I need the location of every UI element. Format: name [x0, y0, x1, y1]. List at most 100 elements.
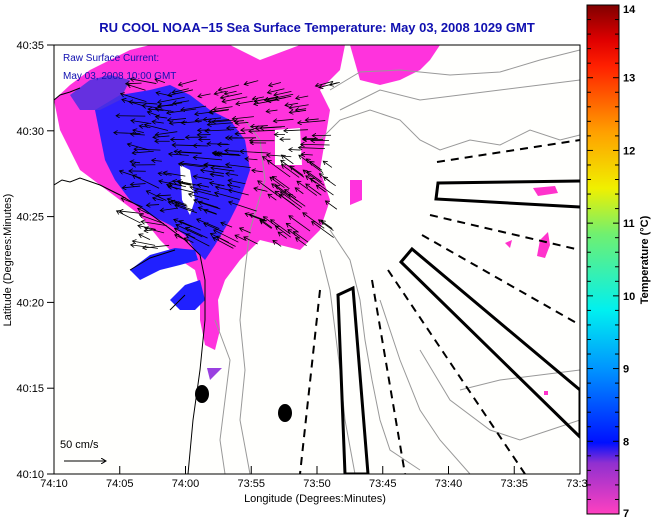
current-vector-arrow	[271, 220, 291, 235]
x-tick-label: 73:45	[369, 478, 397, 490]
y-axis: 40:10 40:15 40:20 40:25 40:30 40:35	[16, 40, 54, 481]
current-vector-arrow	[129, 102, 158, 104]
map-layers	[54, 45, 580, 474]
current-vector-arrow	[179, 221, 201, 231]
current-vector-arrow	[289, 216, 311, 232]
colorbar	[586, 4, 620, 515]
current-vector-arrow	[267, 155, 292, 157]
x-tick-label: 73:55	[237, 478, 265, 490]
lease-areas	[299, 139, 580, 474]
sst-offshore-patch-1	[533, 186, 558, 196]
current-vector-arrow	[235, 122, 249, 123]
current-vector-arrow	[240, 228, 251, 234]
current-vector-arrow	[254, 188, 268, 192]
current-vector-arrow	[213, 238, 234, 249]
current-vector-arrow	[170, 122, 187, 123]
current-vector-arrow	[189, 194, 210, 201]
current-vector-arrow	[266, 110, 278, 112]
current-vector-arrow	[289, 104, 309, 108]
colorbar-tick-label: 9	[623, 364, 629, 376]
current-vector-arrow	[241, 130, 254, 131]
current-vector-arrow	[171, 201, 187, 207]
current-vector-arrow	[146, 191, 167, 201]
colorbar-tick-label: 12	[623, 145, 635, 157]
lease-box-narrow	[336, 285, 370, 474]
current-vector-arrow	[163, 173, 186, 177]
y-tick-label: 40:35	[16, 40, 44, 52]
current-vector-arrow	[158, 105, 174, 106]
current-vector-arrow	[147, 112, 160, 117]
current-vector-arrow	[132, 151, 154, 153]
current-vector-arrow	[145, 228, 165, 234]
current-vector-arrow	[312, 222, 334, 238]
current-vector-arrow	[127, 84, 146, 91]
current-vector-arrow	[310, 162, 323, 171]
current-vector-arrow	[114, 133, 141, 134]
current-vector-arrow	[146, 205, 160, 206]
current-vector-arrow	[174, 151, 203, 153]
current-vector-arrow	[321, 221, 333, 229]
current-vector-arrow	[274, 90, 292, 95]
dashed-line-1	[436, 139, 580, 163]
current-vector-arrow	[175, 235, 189, 242]
current-vector-arrow	[303, 170, 325, 186]
current-vector-arrow	[270, 177, 285, 189]
current-vector-arrow	[181, 121, 202, 123]
current-vector-arrow	[214, 230, 239, 243]
current-vector-arrow	[214, 91, 227, 94]
current-vector-arrow	[204, 223, 224, 233]
current-vector-arrow	[204, 210, 217, 215]
current-vector-arrow	[299, 148, 325, 149]
sst-warm-region-north	[350, 45, 440, 85]
current-vector-arrow	[121, 94, 147, 103]
colorbar-tick-label: 7	[623, 508, 629, 519]
current-vector-arrow	[133, 175, 160, 189]
y-tick-label: 40:10	[16, 469, 44, 481]
current-vector-arrow	[210, 174, 224, 176]
current-vector-arrow	[216, 187, 236, 192]
x-tick-label: 73:35	[500, 478, 528, 490]
current-vector-arrow	[296, 238, 307, 247]
current-vector-arrow	[295, 188, 304, 195]
x-tick-label: 73:40	[435, 478, 463, 490]
sst-cold-bay-south	[170, 280, 205, 310]
sst-patch-triangle	[207, 368, 222, 380]
current-vector-arrow	[157, 195, 171, 196]
current-vector-arrow	[297, 181, 318, 196]
current-vector-arrow	[194, 200, 219, 208]
current-vector-arrow	[201, 170, 224, 174]
current-vector-arrow	[298, 120, 326, 123]
current-vector-arrow	[167, 199, 187, 205]
current-vector-arrow	[186, 228, 208, 239]
current-vector-arrow	[131, 134, 145, 135]
current-vector-arrow	[120, 171, 142, 179]
current-vector-arrow	[284, 130, 308, 131]
current-vector-arrow	[203, 118, 222, 120]
sst-cold-region-north	[70, 75, 130, 110]
colorbar-tick-label: 11	[623, 218, 635, 230]
current-vector-arrow	[252, 170, 263, 172]
current-vector-arrow	[272, 184, 290, 198]
current-vector-arrow	[197, 185, 210, 187]
current-vector-arrow	[281, 155, 294, 165]
colorbar-ticks: 7 8 9 10 11 12 13 14	[587, 4, 636, 519]
current-vector-arrow	[152, 121, 164, 123]
current-vector-arrow	[310, 178, 334, 196]
current-vector-arrow	[289, 150, 301, 151]
current-vector-arrow	[293, 232, 309, 243]
current-vector-arrow	[153, 136, 170, 137]
current-vector-arrow	[184, 238, 194, 243]
colorbar-tick-label: 14	[623, 4, 636, 16]
current-vector-arrow	[130, 79, 157, 84]
current-vector-arrow	[286, 223, 299, 233]
current-vector-arrow	[305, 119, 319, 120]
current-vector-arrow	[175, 205, 198, 214]
dashed-line-5	[371, 279, 406, 474]
dashed-line-3	[421, 234, 580, 326]
current-vector-arrow	[213, 106, 233, 110]
current-vector-arrow	[198, 94, 211, 97]
current-vector-arrow	[132, 241, 156, 246]
current-vector-arrow	[306, 184, 322, 196]
current-vector-arrow	[273, 240, 282, 247]
current-vector-arrow	[130, 184, 146, 185]
